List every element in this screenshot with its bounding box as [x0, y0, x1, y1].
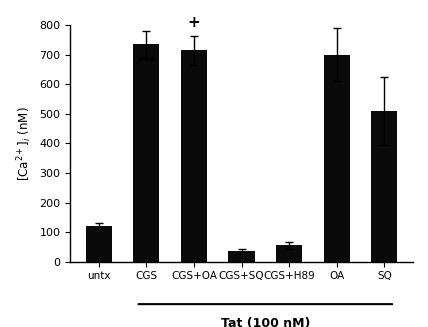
Bar	[229, 251, 255, 262]
Text: Tat (100 nM): Tat (100 nM)	[221, 317, 310, 327]
Text: +: +	[187, 15, 200, 30]
Bar	[324, 55, 350, 262]
Bar	[133, 44, 160, 262]
Y-axis label: [Ca$^{2+}$]$_i$ (nM): [Ca$^{2+}$]$_i$ (nM)	[15, 106, 34, 181]
Bar	[86, 226, 112, 262]
Text: ***: ***	[137, 55, 156, 68]
Bar	[276, 245, 302, 262]
Bar	[181, 50, 207, 262]
Bar	[371, 111, 398, 262]
